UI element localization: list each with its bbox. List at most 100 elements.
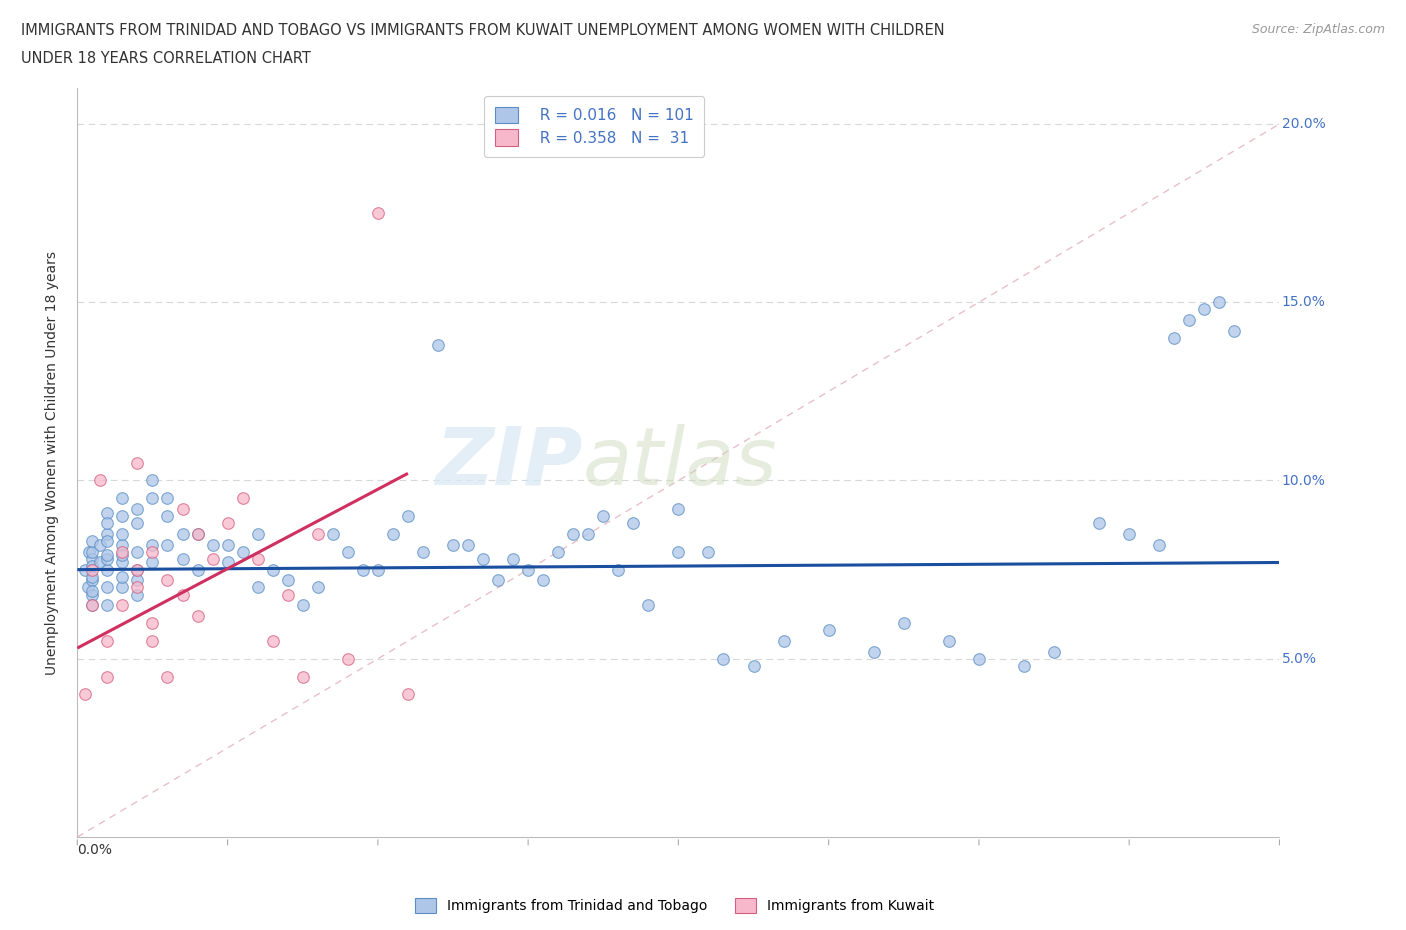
Text: atlas: atlas bbox=[582, 424, 778, 501]
Point bbox=[141, 555, 163, 570]
Point bbox=[96, 580, 118, 595]
Point bbox=[217, 538, 239, 552]
Point bbox=[111, 526, 134, 541]
Point bbox=[291, 670, 314, 684]
Point bbox=[367, 562, 389, 577]
Point bbox=[141, 473, 163, 488]
Point bbox=[1149, 538, 1171, 552]
Point bbox=[862, 644, 884, 659]
Point bbox=[96, 516, 118, 531]
Point bbox=[96, 670, 118, 684]
Point bbox=[82, 562, 104, 577]
Point bbox=[96, 534, 118, 549]
Text: 5.0%: 5.0% bbox=[1282, 652, 1317, 666]
Point bbox=[127, 580, 149, 595]
Point bbox=[96, 548, 118, 563]
Point bbox=[127, 562, 149, 577]
Point bbox=[127, 562, 149, 577]
Point bbox=[1163, 330, 1185, 345]
Point bbox=[592, 509, 614, 524]
Point bbox=[262, 562, 284, 577]
Point bbox=[547, 544, 569, 559]
Point bbox=[396, 687, 419, 702]
Text: 15.0%: 15.0% bbox=[1282, 295, 1326, 310]
Point bbox=[156, 538, 179, 552]
Point bbox=[396, 509, 419, 524]
Point bbox=[893, 616, 915, 631]
Point bbox=[517, 562, 540, 577]
Point bbox=[1118, 526, 1140, 541]
Text: Source: ZipAtlas.com: Source: ZipAtlas.com bbox=[1251, 23, 1385, 36]
Y-axis label: Unemployment Among Women with Children Under 18 years: Unemployment Among Women with Children U… bbox=[45, 251, 59, 674]
Point bbox=[89, 555, 111, 570]
Point bbox=[291, 598, 314, 613]
Point bbox=[156, 491, 179, 506]
Point bbox=[82, 544, 104, 559]
Point bbox=[1208, 295, 1230, 310]
Point bbox=[111, 555, 134, 570]
Point bbox=[96, 633, 118, 648]
Point bbox=[938, 633, 960, 648]
Point bbox=[82, 559, 104, 574]
Point bbox=[111, 580, 134, 595]
Point bbox=[742, 658, 765, 673]
Point bbox=[156, 670, 179, 684]
Point bbox=[307, 580, 329, 595]
Point bbox=[79, 544, 101, 559]
Point bbox=[96, 562, 118, 577]
Point bbox=[713, 651, 735, 666]
Point bbox=[217, 516, 239, 531]
Point bbox=[232, 544, 254, 559]
Point bbox=[576, 526, 599, 541]
Point bbox=[111, 544, 134, 559]
Text: 10.0%: 10.0% bbox=[1282, 473, 1326, 487]
Point bbox=[246, 551, 269, 566]
Point bbox=[82, 598, 104, 613]
Point bbox=[232, 491, 254, 506]
Text: ZIP: ZIP bbox=[434, 424, 582, 501]
Legend:   R = 0.016   N = 101,   R = 0.358   N =  31: R = 0.016 N = 101, R = 0.358 N = 31 bbox=[484, 96, 704, 157]
Point bbox=[217, 555, 239, 570]
Point bbox=[127, 587, 149, 602]
Point bbox=[186, 562, 209, 577]
Point bbox=[472, 551, 495, 566]
Text: IMMIGRANTS FROM TRINIDAD AND TOBAGO VS IMMIGRANTS FROM KUWAIT UNEMPLOYMENT AMONG: IMMIGRANTS FROM TRINIDAD AND TOBAGO VS I… bbox=[21, 23, 945, 38]
Point bbox=[172, 551, 194, 566]
Point bbox=[82, 584, 104, 599]
Point bbox=[82, 551, 104, 566]
Point bbox=[127, 544, 149, 559]
Point bbox=[127, 573, 149, 588]
Point bbox=[186, 526, 209, 541]
Point bbox=[277, 587, 299, 602]
Point bbox=[186, 526, 209, 541]
Point bbox=[141, 633, 163, 648]
Point bbox=[172, 526, 194, 541]
Point bbox=[82, 569, 104, 584]
Point bbox=[76, 580, 98, 595]
Point bbox=[427, 338, 450, 352]
Point bbox=[502, 551, 524, 566]
Point bbox=[186, 608, 209, 623]
Point bbox=[967, 651, 990, 666]
Point bbox=[352, 562, 374, 577]
Point bbox=[127, 516, 149, 531]
Point bbox=[96, 526, 118, 541]
Point bbox=[127, 456, 149, 471]
Point bbox=[156, 573, 179, 588]
Point bbox=[562, 526, 585, 541]
Point bbox=[82, 573, 104, 588]
Point bbox=[668, 544, 690, 559]
Point bbox=[367, 206, 389, 220]
Point bbox=[246, 580, 269, 595]
Point bbox=[96, 505, 118, 520]
Point bbox=[201, 538, 224, 552]
Point bbox=[141, 616, 163, 631]
Point bbox=[817, 623, 839, 638]
Point bbox=[668, 501, 690, 516]
Point bbox=[336, 544, 359, 559]
Point bbox=[277, 573, 299, 588]
Point bbox=[127, 501, 149, 516]
Point bbox=[111, 598, 134, 613]
Point bbox=[607, 562, 630, 577]
Point bbox=[381, 526, 404, 541]
